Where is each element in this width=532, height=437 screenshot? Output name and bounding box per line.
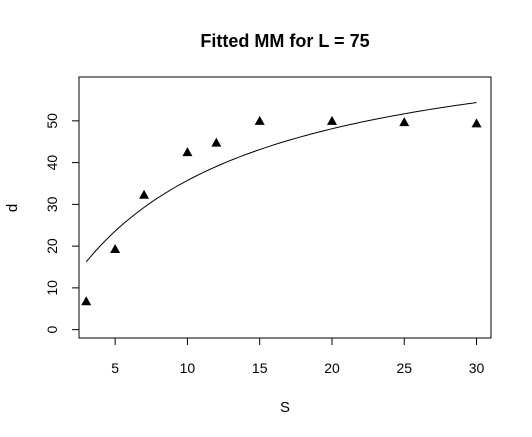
data-point	[254, 115, 265, 125]
x-tick-label: 30	[469, 360, 485, 376]
data-point	[139, 189, 150, 199]
data-point	[399, 117, 410, 127]
x-axis: 5 10 15 20 25 30	[111, 337, 485, 376]
x-axis-label: S	[280, 399, 290, 416]
x-tick-label: 5	[111, 360, 119, 376]
y-axis-label: d	[4, 204, 21, 212]
data-points	[81, 115, 482, 306]
chart-title: Fitted MM for L = 75	[200, 31, 369, 51]
data-point	[211, 137, 222, 147]
y-tick-label: 20	[44, 238, 60, 254]
x-tick-label: 20	[324, 360, 340, 376]
y-tick-label: 40	[44, 155, 60, 171]
data-point	[81, 296, 92, 306]
y-tick-label: 0	[44, 326, 60, 334]
y-tick-label: 30	[44, 196, 60, 212]
y-axis: 0 10 20 30 40 50	[44, 113, 80, 334]
x-tick-label: 15	[252, 360, 268, 376]
x-tick-label: 10	[180, 360, 196, 376]
data-point	[326, 115, 337, 125]
data-point	[182, 147, 193, 157]
y-tick-label: 50	[44, 113, 60, 129]
fitted-curve	[85, 102, 477, 263]
data-point	[110, 244, 121, 254]
x-tick-label: 25	[396, 360, 412, 376]
y-tick-label: 10	[44, 280, 60, 296]
plot-frame	[78, 76, 492, 339]
data-point	[471, 118, 482, 128]
